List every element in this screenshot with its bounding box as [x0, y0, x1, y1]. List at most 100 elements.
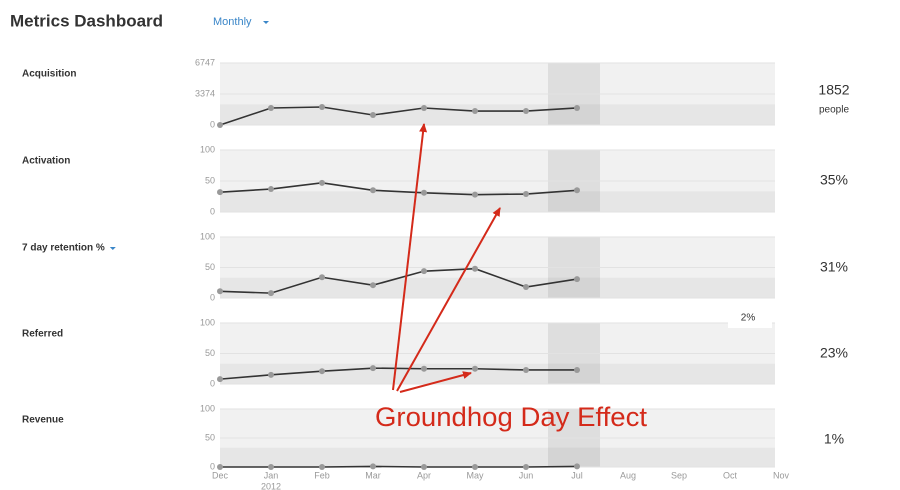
point — [217, 464, 223, 470]
point — [472, 191, 478, 198]
x-year-label: 2012 — [261, 481, 281, 490]
point — [217, 122, 223, 128]
y-tick-label: 50 — [205, 348, 215, 358]
plot-band — [220, 447, 775, 467]
line — [219, 182, 578, 196]
plot-band — [220, 363, 775, 384]
chart-title[interactable]: 7 day retention % — [22, 243, 105, 254]
point — [523, 191, 529, 198]
point — [319, 274, 325, 281]
point — [268, 186, 274, 193]
chart-title: Referred — [22, 329, 63, 340]
line — [219, 106, 578, 126]
point — [217, 288, 223, 295]
tooltip-box — [728, 308, 772, 328]
x-tick-label: Sep — [671, 470, 687, 480]
y-tick-label: 50 — [205, 262, 215, 272]
x-tick-label: Dec — [212, 470, 229, 480]
line — [220, 465, 578, 468]
arrow — [392, 123, 428, 391]
line — [219, 367, 577, 380]
plot-band — [220, 191, 775, 212]
point — [574, 187, 580, 194]
point — [370, 365, 376, 372]
dropdown-caret — [109, 247, 116, 250]
point — [319, 179, 325, 186]
y-tick-label: 0 — [210, 461, 215, 471]
point — [217, 189, 223, 196]
point — [574, 366, 580, 373]
y-tick-label: 50 — [205, 175, 215, 185]
charts: 0 3374 6747 Acquisition 1852 people 0 50 100 Acti… — [22, 57, 850, 490]
line — [219, 267, 578, 294]
period-dropdown[interactable]: Monthly — [213, 16, 252, 28]
summary-value: 31% — [820, 259, 848, 275]
y-tick-label: 0 — [210, 378, 215, 388]
point — [574, 463, 580, 470]
chart-title: Acquisition — [22, 69, 76, 80]
x-tick-label: Feb — [314, 470, 330, 480]
annotation: Groundhog Day Effect — [375, 402, 648, 432]
point — [370, 282, 376, 289]
point — [574, 104, 580, 111]
point — [319, 103, 325, 110]
x-tick-label: Mar — [365, 470, 381, 480]
point — [523, 366, 529, 373]
y-tick-label: 50 — [205, 432, 215, 442]
tooltip: 2% — [741, 313, 756, 324]
page-title: Metrics Dashboard — [10, 11, 163, 30]
chart-title: Revenue — [22, 415, 64, 426]
point — [370, 463, 376, 470]
summary-value: 1% — [824, 431, 844, 447]
summary-unit: people — [819, 105, 849, 116]
point — [523, 284, 529, 291]
y-tick-label: 6747 — [195, 57, 215, 67]
point — [421, 464, 427, 470]
x-tick-label: Oct — [723, 470, 738, 480]
point — [370, 111, 376, 118]
summary-value: 35% — [820, 172, 848, 188]
point — [268, 104, 274, 111]
point — [472, 108, 478, 115]
x-tick-label: Jan — [264, 470, 279, 480]
chart-title: Activation — [22, 156, 70, 167]
point — [574, 276, 580, 283]
point — [472, 265, 478, 272]
plot-band — [220, 104, 775, 125]
point — [421, 365, 427, 372]
x-tick-label: Jul — [571, 470, 583, 480]
point — [421, 104, 427, 111]
point — [319, 464, 325, 470]
point — [421, 189, 427, 196]
point — [268, 464, 274, 470]
y-tick-label: 100 — [200, 144, 215, 154]
point — [217, 376, 223, 383]
x-tick-label: Nov — [773, 470, 790, 480]
x-tick-label: Aug — [620, 470, 636, 480]
point — [268, 371, 274, 378]
x-tick-label: Jun — [519, 470, 534, 480]
y-tick-label: 3374 — [195, 88, 215, 98]
y-tick-label: 0 — [210, 292, 215, 302]
point — [472, 464, 478, 470]
plot-band — [220, 277, 775, 298]
x-tick-label: May — [466, 470, 484, 480]
point — [523, 464, 529, 470]
y-tick-label: 100 — [200, 403, 215, 413]
arrow — [396, 207, 501, 392]
point — [370, 187, 376, 194]
x-tick-label: Apr — [417, 470, 431, 480]
annotation-arrows — [392, 123, 501, 393]
point — [472, 365, 478, 372]
point — [319, 368, 325, 375]
point — [421, 268, 427, 275]
y-tick-label: 100 — [200, 231, 215, 241]
dropdown-caret — [263, 21, 269, 24]
point — [523, 108, 529, 115]
summary-value: 23% — [820, 345, 848, 361]
point — [268, 290, 274, 297]
y-tick-label: 100 — [200, 317, 215, 327]
y-tick-label: 0 — [210, 119, 215, 129]
summary-value: 1852 — [818, 82, 849, 98]
